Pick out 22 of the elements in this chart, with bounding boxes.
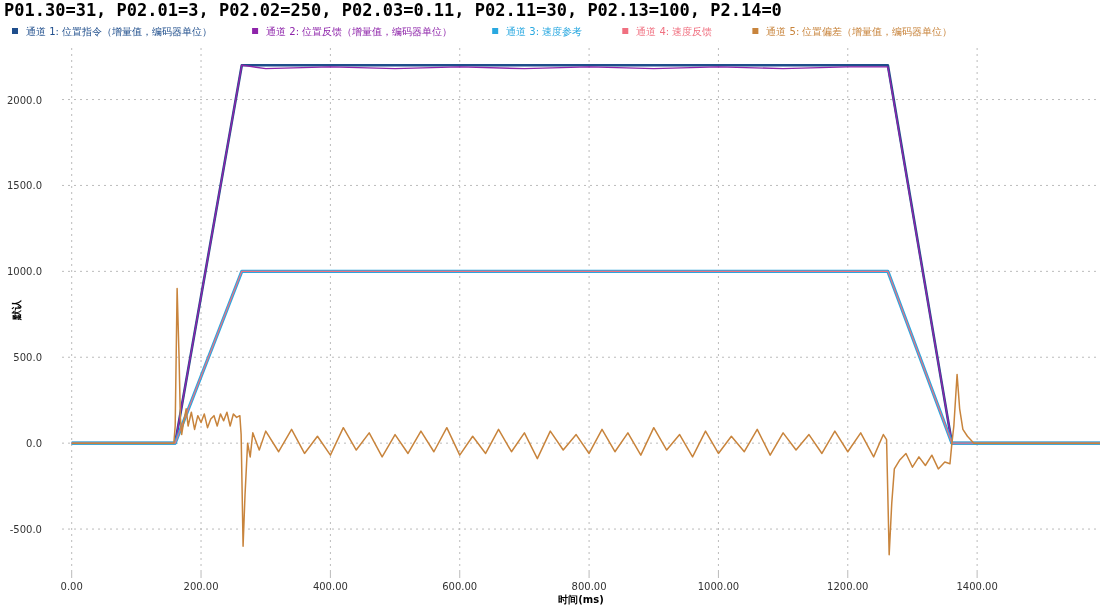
- y-axis-title: 默认: [11, 299, 22, 321]
- y-tick-label: 500.0: [13, 352, 42, 364]
- x-tick-label: 0.00: [60, 581, 83, 592]
- x-tick-label: 400.00: [312, 581, 348, 592]
- legend-label: 通道 3: 速度参考: [506, 26, 583, 37]
- legend-label: 通道 4: 速度反馈: [636, 26, 713, 37]
- x-tick-label: 600.00: [442, 581, 478, 592]
- chart-title: P01.30=31, P02.01=3, P02.02=250, P02.03=0.11, P02.11=30, P02.13=100, P2.14=0: [4, 0, 782, 20]
- x-tick-label: 200.00: [183, 581, 219, 592]
- y-tick-label: 1500.0: [7, 180, 42, 192]
- legend-label: 通道 2: 位置反馈（增量值，编码器单位）: [266, 26, 453, 37]
- x-tick-label: 1000.00: [697, 581, 740, 592]
- legend-label: 通道 5: 位置偏差（增量值，编码器单位）: [766, 26, 953, 37]
- y-tick-label: -500.0: [9, 524, 42, 536]
- x-tick-label: 1400.00: [956, 581, 998, 592]
- y-tick-label: 2000.0: [7, 94, 42, 106]
- x-axis-title: 时间(ms): [558, 594, 604, 605]
- y-tick-label: 0.0: [26, 438, 42, 450]
- x-tick-label: 800.00: [571, 581, 607, 592]
- y-tick-label: 1000.0: [7, 266, 42, 278]
- legend-label: 通道 1: 位置指令（增量值，编码器单位）: [26, 26, 213, 37]
- x-tick-label: 1200.00: [827, 581, 869, 592]
